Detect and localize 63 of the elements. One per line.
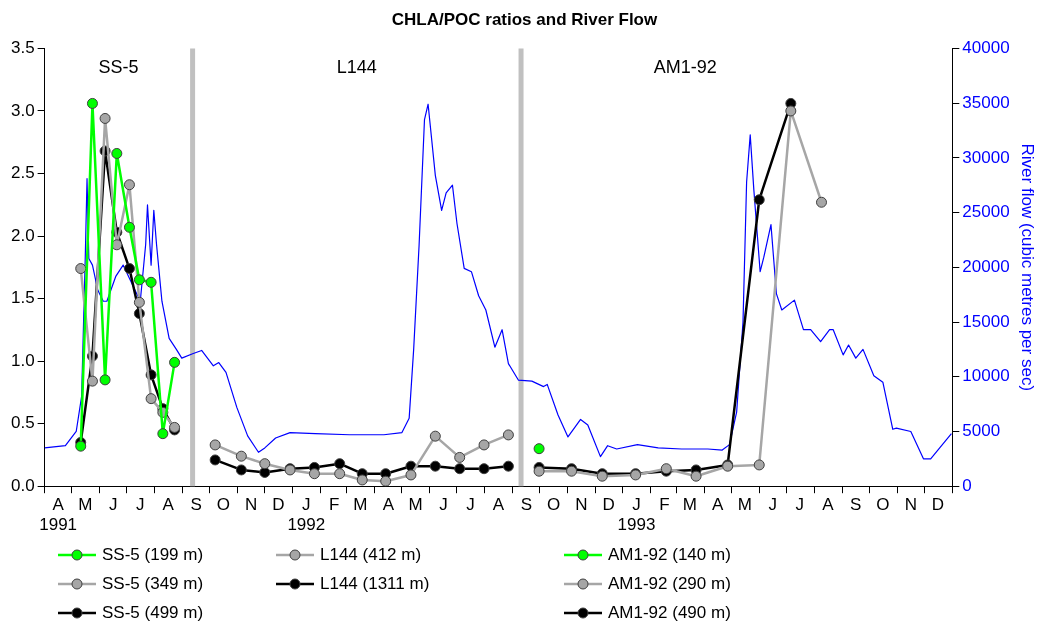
x-tick-label: J — [439, 495, 448, 515]
x-tick-label: J — [768, 495, 778, 515]
y-tick-label: 0.0 — [10, 475, 35, 495]
x-tick-label: N — [245, 495, 258, 515]
legend-label: SS-5 (499 m) — [102, 602, 204, 623]
y-tick-label: 1.5 — [10, 288, 35, 308]
legend-label: SS-5 (349 m) — [102, 573, 204, 594]
y-tick-label: 1.0 — [10, 350, 35, 370]
x-tick-label: J — [466, 495, 475, 515]
x-tick-label: A — [162, 495, 175, 515]
x-tick-label: O — [216, 495, 230, 515]
y2-tick-label: 15000 — [962, 311, 1010, 331]
x-tick-label: J 1993 — [617, 495, 656, 535]
x-tick-label: N — [904, 495, 917, 515]
x-tick-label: A — [712, 495, 725, 515]
legend-label: AM1-92 (290 m) — [608, 573, 731, 594]
x-tick-label: S — [520, 495, 533, 515]
x-tick-label: M — [737, 495, 752, 515]
y2-tick-label: 20000 — [962, 256, 1010, 276]
x-tick-label: S — [190, 495, 202, 515]
annotation: SS-5 — [98, 57, 139, 78]
x-tick-label: F — [659, 495, 670, 515]
x-tick-label: A — [382, 495, 395, 515]
x-tick-label: O — [876, 495, 890, 515]
x-tick-label: J — [108, 495, 118, 515]
y-tick-label: 3.0 — [10, 100, 35, 120]
x-tick-label: D — [602, 495, 615, 515]
legend-label: AM1-92 (490 m) — [608, 602, 731, 623]
x-tick-label: M — [408, 495, 423, 515]
x-tick-label: O — [546, 495, 561, 515]
x-tick-label: J — [795, 495, 805, 515]
y2-tick-label: 10000 — [962, 366, 1010, 386]
x-tick-label: F — [329, 495, 340, 515]
y-tick-label: 0.5 — [10, 413, 35, 433]
y-tick-label: 2.0 — [10, 225, 35, 245]
legend-label: L144 (412 m) — [320, 544, 422, 565]
y2-tick-label: 25000 — [962, 202, 1010, 222]
chart-title: CHLA/POC ratios and River Flow — [391, 9, 658, 29]
legend-label: AM1-92 (140 m) — [608, 544, 731, 565]
y2-axis-title: River flow (cubic metres per sec) — [1018, 143, 1038, 392]
x-tick-label: D — [931, 495, 945, 515]
y2-tick-label: 40000 — [962, 38, 1010, 58]
legend-label: SS-5 (199 m) — [102, 544, 204, 565]
x-tick-label: J 1992 — [287, 495, 326, 535]
y2-tick-label: 30000 — [962, 147, 1010, 167]
y-tick-label: 3.5 — [10, 38, 35, 58]
x-tick-label: A 1991 — [39, 495, 78, 535]
y2-tick-label: 35000 — [962, 92, 1010, 112]
y-tick-label: 2.5 — [10, 163, 35, 183]
y2-tick-label: 0 — [962, 475, 972, 495]
x-tick-label: A — [822, 495, 835, 515]
x-tick-label: M — [353, 495, 368, 515]
x-tick-label: S — [850, 495, 862, 515]
x-tick-label: M — [78, 495, 93, 515]
annotation: AM1-92 — [653, 57, 717, 78]
x-tick-label: N — [575, 495, 588, 515]
annotation: L144 — [336, 57, 377, 78]
legend-label: L144 (1311 m) — [320, 573, 430, 594]
y2-tick-label: 5000 — [962, 421, 1001, 441]
x-tick-label: A — [492, 495, 505, 515]
x-tick-label: D — [272, 495, 285, 515]
x-tick-label: M — [682, 495, 697, 515]
x-tick-label: J — [136, 495, 145, 515]
